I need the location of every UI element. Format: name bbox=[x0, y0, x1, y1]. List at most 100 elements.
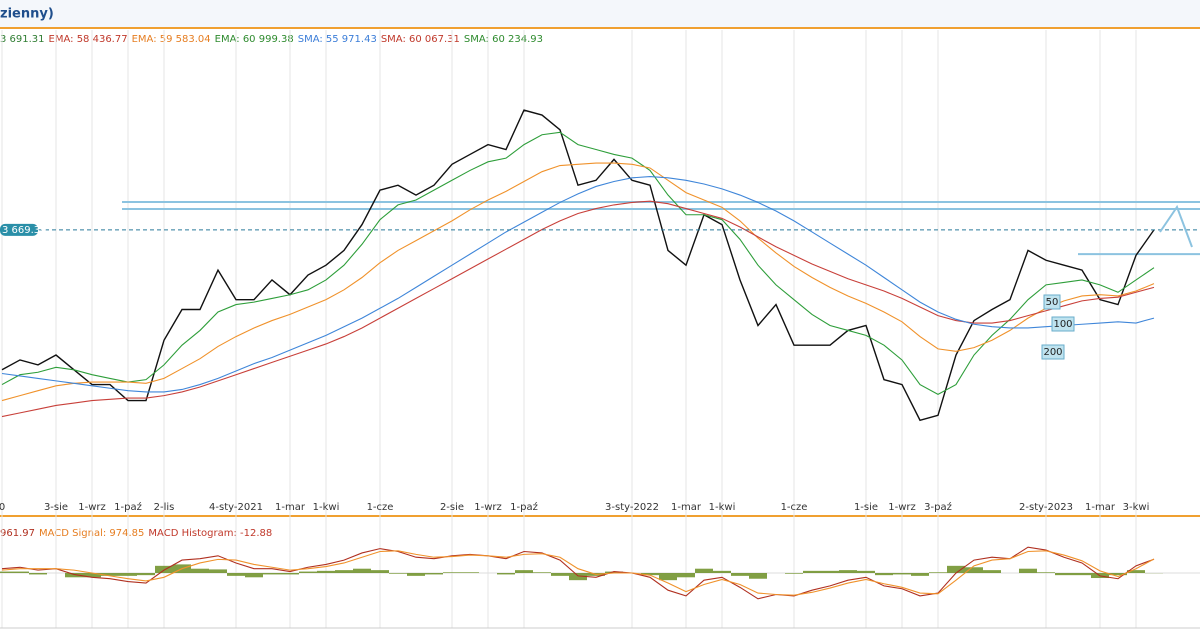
x-tick-label: 1-wrz bbox=[78, 502, 106, 513]
series-line bbox=[1, 131, 1155, 396]
x-tick-label: 2-sie bbox=[440, 502, 464, 513]
x-tick-label: 0 bbox=[0, 502, 5, 513]
histogram-bar bbox=[371, 570, 389, 573]
legend-item: SMA: 60 067.31 bbox=[381, 34, 460, 45]
histogram-bar bbox=[965, 567, 983, 573]
histogram-bar bbox=[263, 573, 281, 575]
histogram-bar bbox=[101, 573, 119, 576]
x-tick-label: 1-cze bbox=[367, 502, 394, 513]
histogram-bar bbox=[443, 572, 461, 573]
histogram-bar bbox=[209, 569, 227, 573]
histogram-bar bbox=[659, 573, 677, 581]
x-tick-label: 3-sty-2022 bbox=[605, 502, 659, 513]
drawing bbox=[1159, 204, 1193, 248]
x-tick-label: 1-sie bbox=[854, 502, 878, 513]
histogram-bar bbox=[875, 573, 893, 576]
histogram-bar bbox=[893, 573, 911, 575]
legend-item: EMA: 58 436.77 bbox=[49, 34, 128, 45]
histogram-bar bbox=[1019, 568, 1037, 573]
histogram-bar bbox=[533, 572, 551, 573]
histogram-bar bbox=[425, 573, 443, 575]
histogram-bar bbox=[947, 565, 965, 573]
histogram-bar bbox=[1127, 570, 1145, 573]
series-line bbox=[1, 550, 1155, 596]
x-tick-label: 2-lis bbox=[154, 502, 175, 513]
histogram-bar bbox=[929, 572, 947, 573]
x-tick-label: 1-mar bbox=[671, 502, 702, 513]
series-line bbox=[1, 546, 1155, 600]
series-line bbox=[1, 176, 1155, 393]
x-tick-label: 4-sty-2021 bbox=[209, 502, 263, 513]
x-tick-label: 3-sie bbox=[44, 502, 68, 513]
x-tick-label: 1-wrz bbox=[474, 502, 502, 513]
histogram-bar bbox=[839, 570, 857, 573]
legend-item: SMA: 55 971.43 bbox=[298, 34, 377, 45]
histogram-bar bbox=[119, 573, 137, 576]
histogram-bar bbox=[731, 573, 749, 576]
price-tag-label: 3 669.39 bbox=[2, 225, 47, 236]
ma-label-box bbox=[1051, 316, 1075, 332]
legend-item: EMA: 59 583.04 bbox=[132, 34, 211, 45]
histogram-bar bbox=[1073, 573, 1091, 576]
ma-label: 50 bbox=[1046, 297, 1059, 308]
x-tick-label: 1-mar bbox=[275, 502, 306, 513]
histogram-bar bbox=[569, 573, 587, 581]
histogram-bar bbox=[29, 573, 47, 575]
histogram-bar bbox=[605, 571, 623, 573]
x-tick-label: 1-cze bbox=[781, 502, 808, 513]
legend-item: MACD Histogram: -12.88 bbox=[148, 528, 272, 539]
histogram-bar bbox=[389, 573, 407, 574]
ma-label-box bbox=[1041, 344, 1065, 360]
price-tag bbox=[0, 223, 38, 236]
ma-label: 100 bbox=[1053, 319, 1072, 330]
histogram-bar bbox=[803, 570, 821, 573]
ma-label: 200 bbox=[1043, 347, 1062, 358]
series-line bbox=[1, 162, 1155, 402]
histogram-bar bbox=[227, 573, 245, 576]
x-tick-label: 1-wrz bbox=[888, 502, 916, 513]
macd-legend: 961.97 MACD Signal: 974.85 MACD Histogram:… bbox=[0, 528, 272, 539]
x-tick-label: 1-paź bbox=[114, 501, 142, 513]
x-tick-label: 1-mar bbox=[1085, 502, 1116, 513]
histogram-bar bbox=[1109, 573, 1127, 576]
histogram-bar bbox=[461, 572, 479, 573]
histogram-bar bbox=[857, 570, 875, 573]
histogram-bar bbox=[353, 568, 371, 573]
histogram-bar bbox=[641, 573, 659, 576]
histogram-bar bbox=[299, 571, 317, 573]
top-bar bbox=[0, 0, 1200, 28]
histogram-bar bbox=[911, 573, 929, 576]
histogram-bar bbox=[335, 570, 353, 573]
legend-item: 3 691.31 bbox=[0, 34, 45, 45]
chart-title: zienny) bbox=[0, 7, 54, 22]
legend-item: EMA: 60 999.38 bbox=[215, 34, 294, 45]
histogram-bar bbox=[515, 570, 533, 573]
plot: 0 3-sie 1-wrz 1-paź 2-lis 4-sty-2021 1-mar 1-kw… bbox=[0, 30, 1200, 628]
x-tick-label: 3-kwi bbox=[1123, 502, 1150, 513]
histogram-bar bbox=[155, 565, 173, 573]
histogram-bar bbox=[677, 573, 695, 578]
x-tick-label: 3-paź bbox=[924, 501, 952, 513]
histogram-bar bbox=[281, 573, 299, 575]
histogram-bar bbox=[83, 573, 101, 578]
series-line bbox=[1, 109, 1155, 422]
histogram-bar bbox=[821, 570, 839, 573]
histogram-bar bbox=[65, 573, 83, 578]
x-tick-label: 1-kwi bbox=[709, 502, 736, 513]
histogram-bar bbox=[695, 568, 713, 573]
histogram-bar bbox=[245, 573, 263, 578]
histogram-bar bbox=[407, 573, 425, 576]
histogram-bar bbox=[1037, 572, 1055, 573]
histogram-bar bbox=[497, 573, 515, 575]
histogram-bar bbox=[551, 573, 569, 576]
indicator-legend: 3 691.31 EMA: 58 436.77 EMA: 59 583.04 EMA:… bbox=[0, 34, 543, 45]
x-tick-label: 1-kwi bbox=[313, 502, 340, 513]
histogram-bar bbox=[713, 570, 731, 573]
histogram-bar bbox=[317, 570, 335, 573]
histogram-bar bbox=[11, 571, 29, 573]
histogram-bar bbox=[191, 568, 209, 573]
series-line bbox=[1, 200, 1155, 418]
legend-item: SMA: 60 234.93 bbox=[464, 34, 543, 45]
